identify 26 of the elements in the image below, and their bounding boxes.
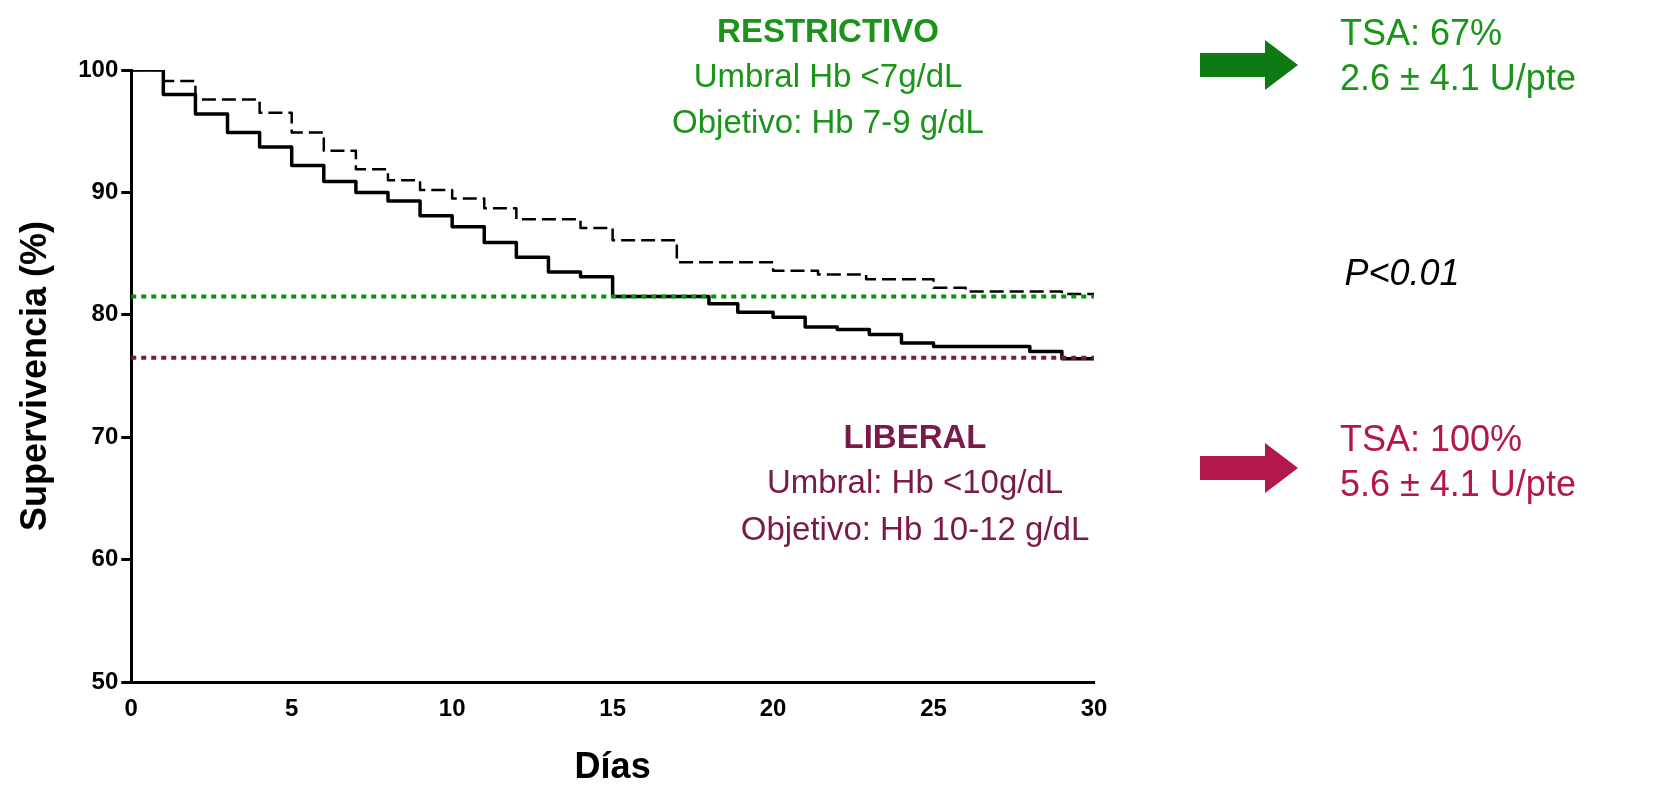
x-tick-label: 25	[920, 694, 947, 722]
text: TSA: 67%	[1340, 12, 1503, 54]
annotation: Objetivo: Hb 10-12 g/dL	[740, 510, 1090, 548]
x-axis-title: Días	[574, 745, 651, 787]
text: P<0.01	[1344, 252, 1460, 294]
y-tick-label: 70	[91, 421, 119, 449]
text: RESTRICTIVO	[717, 12, 939, 50]
y-tick-label: 60	[91, 544, 119, 572]
text: 2.6 ± 4.1 U/pte	[1340, 57, 1576, 99]
annotation: Umbral Hb <7g/dL	[693, 57, 963, 95]
y-tick-label: 50	[91, 666, 119, 694]
x-tick-label: 30	[1080, 694, 1108, 722]
y-tick-label: 90	[91, 177, 119, 205]
annotation: Objetivo: Hb 7-9 g/dL	[672, 103, 984, 141]
y-tick-label: 80	[91, 299, 119, 327]
text: TSA: 100%	[1340, 418, 1523, 460]
x-tick-label: 5	[285, 694, 299, 722]
x-tick-label: 10	[438, 694, 466, 722]
x-tick-label: 0	[124, 694, 138, 722]
y-tick-label: 100	[78, 54, 119, 82]
x-tick-label: 15	[599, 694, 626, 722]
text: 5.6 ± 4.1 U/pte	[1340, 463, 1576, 505]
y-axis-title: Supervivencia (%)	[12, 220, 54, 532]
x-tick-label: 20	[759, 694, 787, 722]
annotation: LIBERAL	[843, 418, 987, 456]
annotation: Umbral: Hb <10g/dL	[766, 463, 1064, 501]
